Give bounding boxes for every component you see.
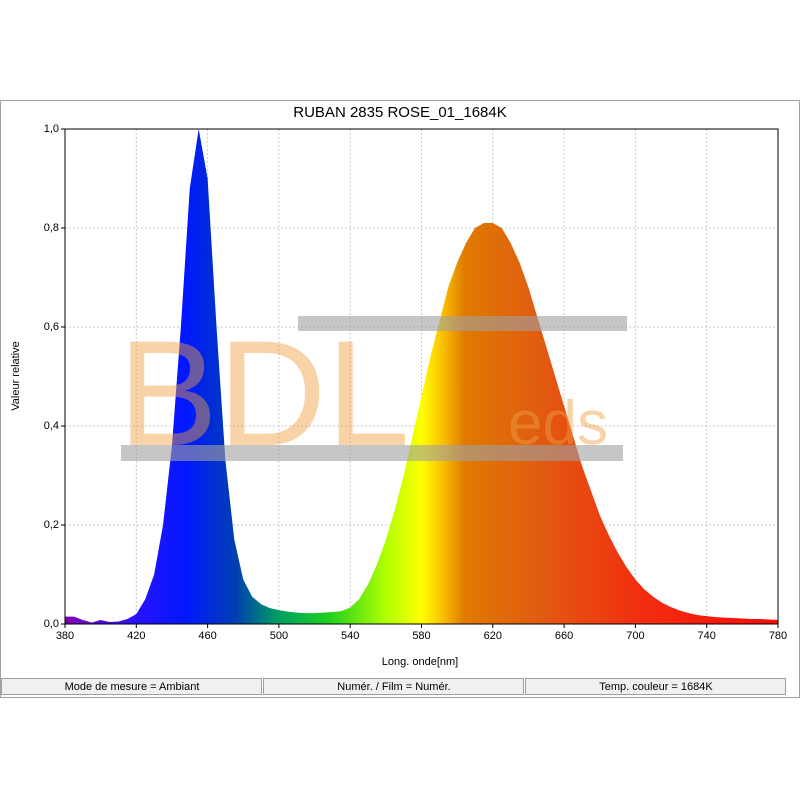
x-tick-label: 540	[341, 630, 359, 642]
x-axis-label: Long. onde[nm]	[382, 656, 458, 668]
watermark-bar	[298, 316, 627, 331]
y-axis-label: Valeur relative	[10, 341, 22, 411]
status-cell	[1, 678, 262, 695]
watermark-bar	[121, 445, 623, 461]
x-tick-label: 580	[412, 630, 430, 642]
x-tick-label: 660	[555, 630, 573, 642]
chart-title: RUBAN 2835 ROSE_01_1684K	[293, 104, 506, 121]
x-tick-label: 420	[127, 630, 145, 642]
y-tick-label: 1,0	[44, 123, 59, 135]
y-tick-label: 0,0	[44, 618, 59, 630]
x-tick-label: 500	[270, 630, 288, 642]
status-cell	[525, 678, 786, 695]
x-tick-label: 620	[484, 630, 502, 642]
x-tick-label: 740	[698, 630, 716, 642]
spectrum-area	[65, 129, 778, 624]
y-tick-label: 0,6	[44, 321, 59, 333]
status-bar: Mode de mesure = Ambiant Numér. / Film = …	[1, 678, 786, 695]
status-text: Mode de mesure = Ambiant	[65, 681, 200, 693]
x-tick-label: 700	[626, 630, 644, 642]
watermark: BDL eds	[118, 309, 627, 477]
y-tick-label: 0,4	[44, 420, 59, 432]
x-tick-label: 780	[769, 630, 787, 642]
status-cell	[263, 678, 524, 695]
x-tick-label: 380	[56, 630, 74, 642]
x-tick-label: 460	[198, 630, 216, 642]
plot: 380 420 460 500 540 580 620 660 700 740 780 0,0 0,2 0…	[44, 123, 787, 642]
y-tick-label: 0,8	[44, 222, 59, 234]
y-tick-label: 0,2	[44, 519, 59, 531]
plot-border	[64, 128, 779, 625]
status-text: Numér. / Film = Numér.	[337, 681, 450, 693]
status-text: Temp. couleur = 1684K	[599, 681, 713, 693]
